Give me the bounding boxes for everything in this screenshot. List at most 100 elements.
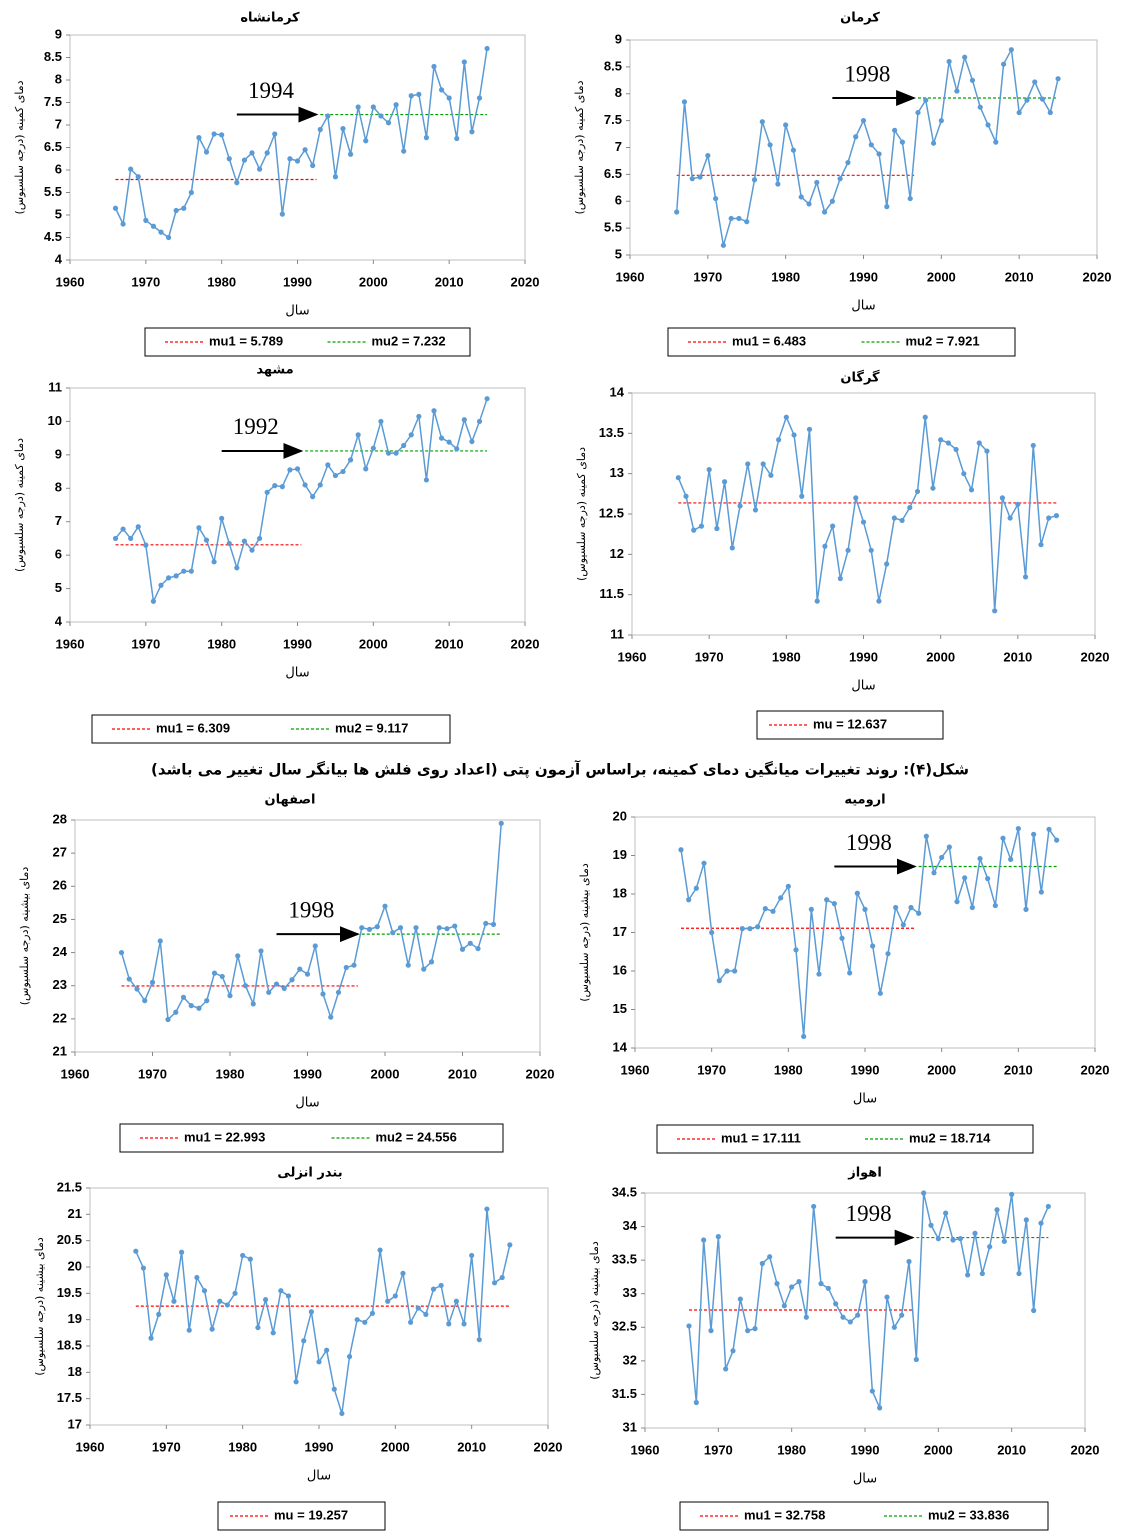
data-point [302,147,308,153]
y-tick-label: 8 [615,85,622,100]
data-point [134,986,140,992]
data-point [421,966,427,972]
data-point [877,990,883,996]
data-point [759,119,765,125]
data-point [840,1314,846,1320]
y-tick-label: 13.5 [599,425,624,440]
data-point [762,906,768,912]
data-point [310,162,316,169]
data-point [968,487,975,493]
data-point [289,977,295,983]
data-point [1022,574,1029,580]
data-point [908,904,914,911]
data-point [931,870,937,876]
data-point [467,940,473,946]
data-point [247,1256,253,1262]
data-point [1008,47,1014,53]
y-tick-label: 8 [55,480,62,495]
data-point [801,1033,807,1040]
data-point [264,150,270,156]
data-point [818,1281,824,1287]
data-point [241,538,248,544]
series-line [677,415,1057,611]
data-point [264,489,270,495]
data-point [1023,1217,1029,1223]
legend-label: mu2 = 24.556 [376,1129,457,1144]
data-point [317,126,323,133]
data-point [143,217,149,223]
data-point [845,547,851,553]
x-axis-label: سال [853,1092,877,1107]
x-tick-label: 2020 [511,274,540,289]
data-point [796,1279,802,1285]
x-tick-label: 1980 [216,1066,245,1081]
data-point [793,947,799,953]
data-point [1038,1220,1044,1226]
x-tick-label: 1980 [774,1062,803,1077]
data-point [401,442,407,449]
y-tick-label: 7 [55,513,62,528]
data-point [752,1326,758,1332]
data-point [196,1005,202,1011]
y-tick-label: 21 [68,1206,82,1221]
data-point [385,1298,391,1304]
data-point [224,1302,230,1308]
y-tick-label: 31.5 [612,1386,637,1401]
data-point [1054,837,1060,843]
data-point [325,462,331,468]
y-axis-label: دمای کمینه (درجه سلسیوس) [13,80,26,214]
data-point [891,1324,897,1330]
data-point [884,204,890,210]
data-point [128,166,134,172]
data-point [135,524,141,530]
data-point [204,998,210,1004]
data-point [150,598,157,604]
data-point [945,440,951,446]
x-tick-label: 2000 [381,1439,410,1454]
data-point [976,440,982,446]
y-tick-label: 6.5 [604,166,622,181]
data-point [737,1296,743,1302]
y-tick-label: 20 [68,1258,82,1273]
y-tick-label: 4 [55,251,63,266]
data-point [806,426,813,432]
x-axis-label: سال [307,1469,331,1484]
y-tick-label: 18.5 [57,1337,82,1352]
chart-title: بندر انزلی [277,1166,342,1181]
data-point [985,876,991,882]
legend-box [91,714,451,744]
data-point [752,507,759,513]
data-point [390,930,396,936]
y-tick-label: 20.5 [57,1232,82,1247]
y-tick-label: 11.5 [599,586,624,601]
y-tick-label: 5 [55,206,62,221]
data-point [332,174,339,180]
data-point [814,179,820,186]
y-axis-label: دمای بیشینه (درجه سلسیوس) [578,863,591,1002]
data-point [188,568,194,574]
y-tick-label: 27 [53,845,67,860]
data-point [992,902,998,909]
data-point [165,234,172,241]
data-point [938,118,944,124]
data-point [985,122,991,128]
data-point [923,833,929,839]
data-point [1046,515,1052,521]
data-point [196,135,202,141]
y-tick-label: 11 [610,626,624,641]
data-point [811,1203,817,1210]
data-point [946,844,952,850]
x-tick-label: 1980 [771,269,800,284]
data-point [256,535,263,542]
data-point [938,437,944,443]
data-point [732,968,738,974]
x-tick-label: 1970 [704,1442,733,1457]
data-point [930,485,936,491]
data-point [1055,76,1061,82]
x-tick-label: 1990 [305,1439,334,1454]
chart-title: اهواز [847,1166,882,1181]
data-point [312,943,318,949]
x-tick-label: 2010 [448,1066,477,1081]
data-point [885,951,891,957]
x-tick-label: 1990 [849,269,878,284]
